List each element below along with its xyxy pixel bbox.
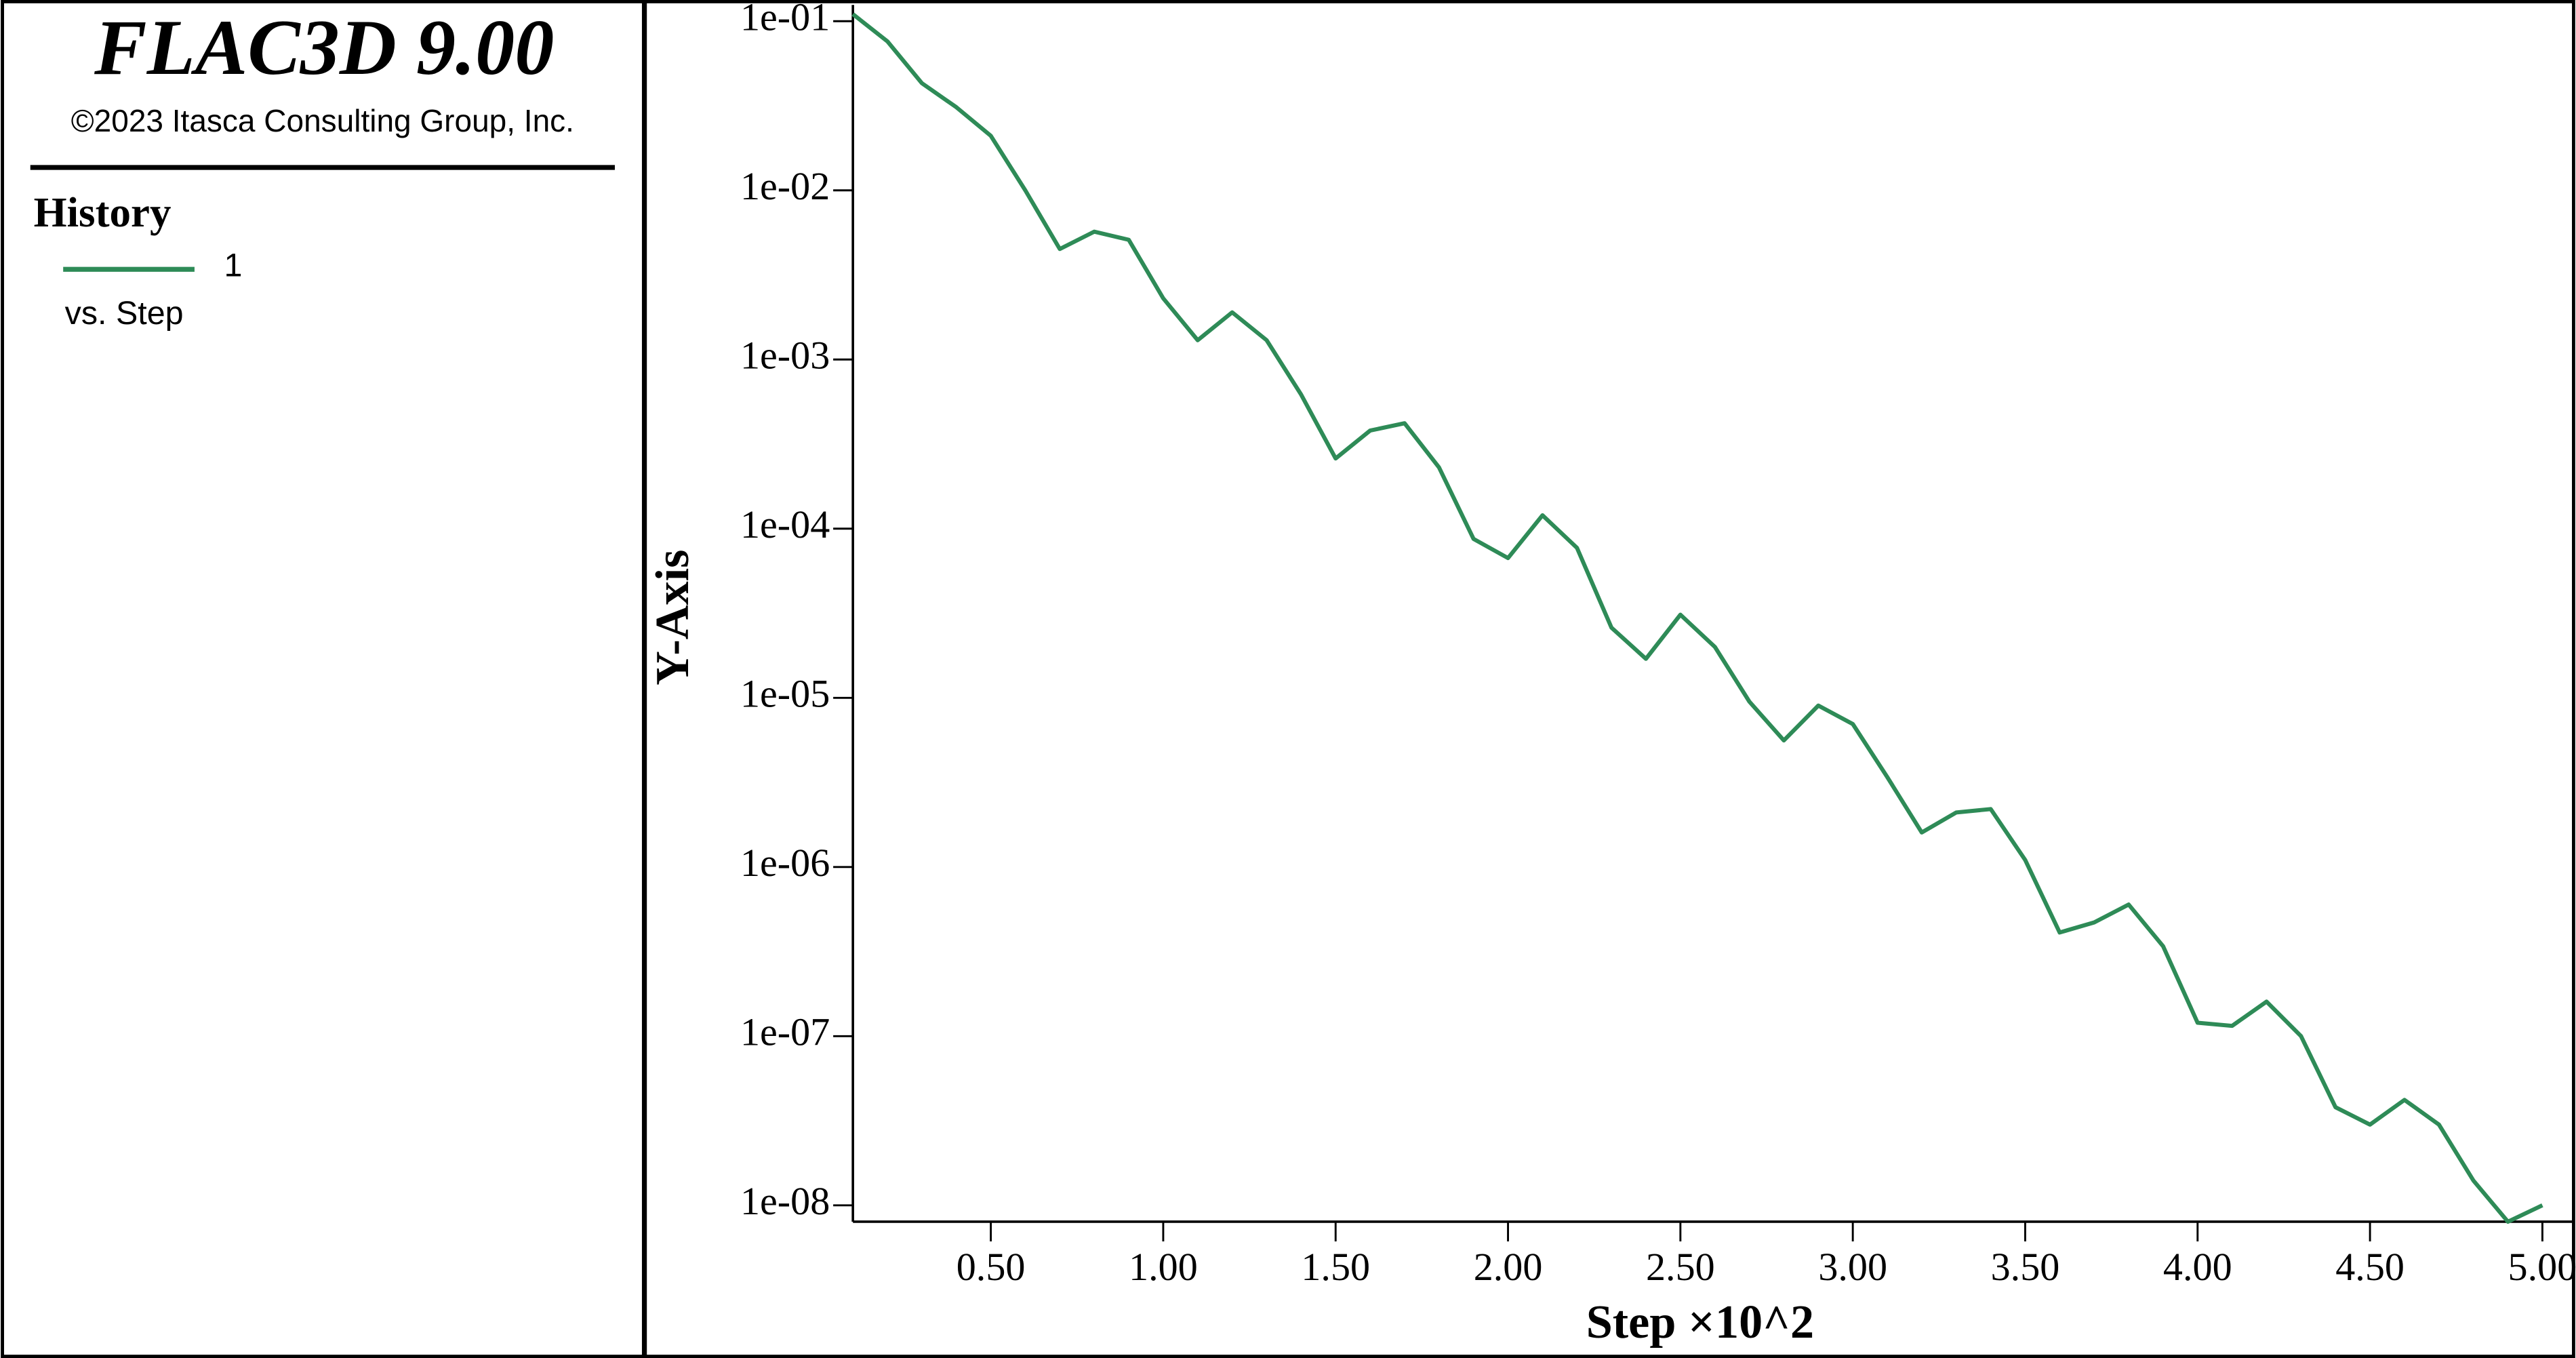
x-tick-label: 3.00 <box>1818 1245 1887 1289</box>
x-tick-label: 1.00 <box>1129 1245 1198 1289</box>
y-tick-label: 1e-04 <box>740 502 830 546</box>
y-tick-label: 1e-01 <box>740 0 830 39</box>
x-tick-label: 2.00 <box>1474 1245 1543 1289</box>
y-tick-label: 1e-06 <box>740 841 830 885</box>
legend-title: History <box>34 188 172 236</box>
x-tick-label: 5.00 <box>2508 1245 2576 1289</box>
x-tick-label: 0.50 <box>957 1245 1026 1289</box>
x-tick-label: 3.50 <box>1991 1245 2060 1289</box>
copyright: ©2023 Itasca Consulting Group, Inc. <box>71 103 574 138</box>
x-tick-label: 1.50 <box>1301 1245 1370 1289</box>
app-title: FLAC3D 9.00 <box>94 4 554 92</box>
x-tick-label: 4.50 <box>2335 1245 2404 1289</box>
legend-label: 1 <box>224 247 243 284</box>
x-tick-label: 2.50 <box>1646 1245 1715 1289</box>
y-tick-label: 1e-08 <box>740 1179 830 1223</box>
x-axis-label: Step ×10^2 <box>1586 1296 1814 1349</box>
series-line <box>851 12 2543 1224</box>
legend-subtitle: vs. Step <box>65 295 184 332</box>
y-tick-label: 1e-07 <box>740 1010 830 1054</box>
x-tick-label: 4.00 <box>2163 1245 2232 1289</box>
y-tick-label: 1e-02 <box>740 164 830 208</box>
y-tick-label: 1e-05 <box>740 672 830 716</box>
y-tick-label: 1e-03 <box>740 334 830 378</box>
y-axis-label: Y-Axis <box>646 550 699 685</box>
